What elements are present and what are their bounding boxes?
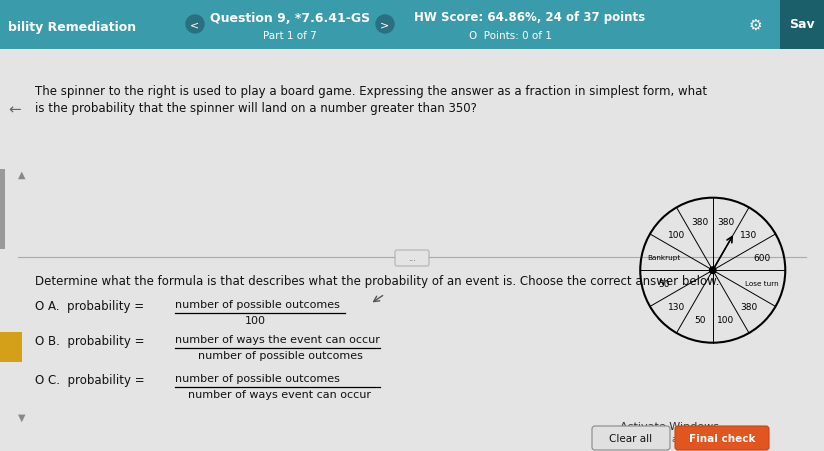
Text: to activate Windows.: to activate Windows. [660,434,755,443]
Text: Final check: Final check [689,433,756,443]
Text: Question 9, *7.6.41-GS: Question 9, *7.6.41-GS [210,11,370,24]
FancyBboxPatch shape [395,250,429,267]
Text: Clear all: Clear all [610,433,653,443]
Text: 380: 380 [717,217,734,226]
Text: ▼: ▼ [18,412,26,422]
Text: <: < [190,20,199,30]
Text: ⚙: ⚙ [748,18,762,32]
Text: ...: ... [408,254,416,263]
Text: is the probability that the spinner will land on a number greater than 350?: is the probability that the spinner will… [35,102,477,115]
FancyBboxPatch shape [675,426,769,450]
Circle shape [186,16,204,34]
Text: ▲: ▲ [18,170,26,179]
Text: 50: 50 [694,315,705,324]
Text: Determine what the formula is that describes what the probability of an event is: Determine what the formula is that descr… [35,274,719,287]
Text: number of possible outcomes: number of possible outcomes [175,299,339,309]
FancyBboxPatch shape [0,0,824,50]
Text: Lose turn: Lose turn [745,281,779,287]
FancyBboxPatch shape [780,0,824,50]
Text: number of ways event can occur: number of ways event can occur [189,389,372,399]
Circle shape [709,267,716,274]
FancyBboxPatch shape [0,332,22,362]
Circle shape [376,16,394,34]
Text: bility Remediation: bility Remediation [8,22,136,34]
Text: Bankrupt: Bankrupt [647,254,681,261]
Text: 130: 130 [668,302,686,311]
Text: 130: 130 [740,230,757,239]
Text: ←: ← [8,102,21,117]
Text: The spinner to the right is used to play a board game. Expressing the answer as : The spinner to the right is used to play… [35,85,707,98]
Text: 100: 100 [245,315,265,325]
Text: Part 1 of 7: Part 1 of 7 [263,31,317,41]
Text: number of ways the event can occur: number of ways the event can occur [175,334,380,344]
Text: O  Points: 0 of 1: O Points: 0 of 1 [469,31,551,41]
Text: Sav: Sav [789,18,815,32]
FancyBboxPatch shape [592,426,670,450]
Text: O C.  probability =: O C. probability = [35,373,148,386]
FancyBboxPatch shape [0,170,5,249]
Text: 380: 380 [691,217,709,226]
Text: 100: 100 [717,315,734,324]
FancyBboxPatch shape [0,50,824,451]
Text: >: > [381,20,390,30]
Text: number of possible outcomes: number of possible outcomes [198,350,363,360]
Text: 50: 50 [658,279,669,288]
Text: 380: 380 [740,302,757,311]
Text: Activate Windows: Activate Windows [620,421,719,431]
Text: 600: 600 [753,253,770,262]
Text: O A.  probability =: O A. probability = [35,299,147,312]
Text: HW Score: 64.86%, 24 of 37 points: HW Score: 64.86%, 24 of 37 points [414,11,645,24]
Text: 100: 100 [668,230,686,239]
Text: O B.  probability =: O B. probability = [35,334,148,347]
Text: number of possible outcomes: number of possible outcomes [175,373,339,383]
